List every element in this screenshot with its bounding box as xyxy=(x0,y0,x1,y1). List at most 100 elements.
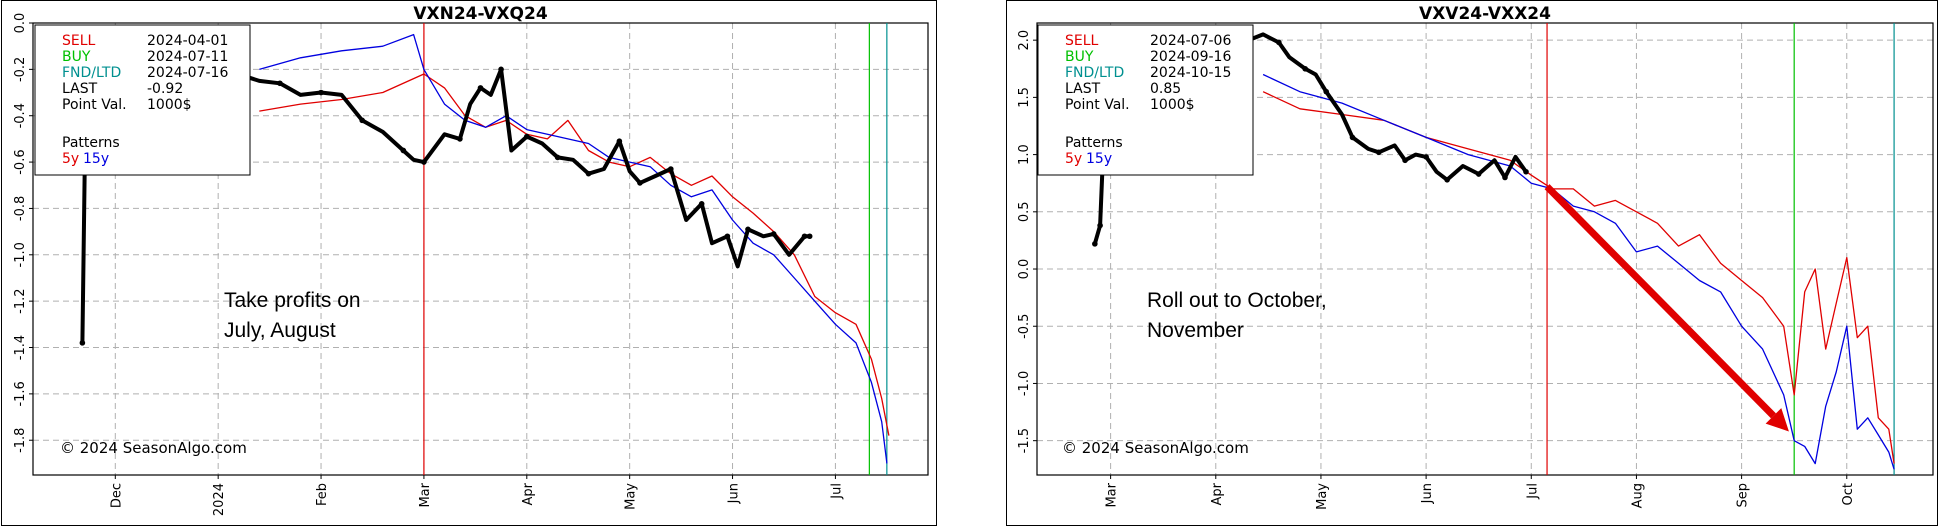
x-tick-label: Jul xyxy=(1525,483,1540,500)
y-tick-label: -1.2 xyxy=(13,288,28,313)
legend-box xyxy=(1037,24,1254,176)
y-tick-label: 0.0 xyxy=(13,13,28,34)
y-tick-label: -1.5 xyxy=(1017,428,1032,453)
x-tick-label: Mar xyxy=(1105,482,1120,507)
legend-patterns-label: Patterns xyxy=(1065,135,1123,151)
legend-label: SELL xyxy=(62,33,96,49)
series-point xyxy=(1092,241,1098,247)
series-point xyxy=(616,138,623,145)
legend-label: FND/LTD xyxy=(62,65,121,81)
series-point xyxy=(277,80,283,87)
x-tick-label: May xyxy=(624,483,639,510)
series-point xyxy=(1523,168,1529,175)
chart-svg: VXV24-VXX24 2.0 1.5 1.0 0.5 0.0 -0.5 -1.0 -1.5 Ma… xyxy=(1017,4,1934,510)
y-tick-label: -0.2 xyxy=(13,57,28,82)
annotation-text: November xyxy=(1147,319,1244,342)
y-tick-label: -0.4 xyxy=(13,103,28,128)
chart-title: VXN24-VXQ24 xyxy=(413,4,548,24)
series-point xyxy=(698,201,705,207)
annotation-text: Roll out to October, xyxy=(1147,289,1327,312)
y-tick-label: 1.0 xyxy=(1017,144,1032,165)
series-point xyxy=(1502,174,1508,181)
series-point xyxy=(1475,171,1482,177)
x-tick-label: Jul xyxy=(829,483,844,500)
y-tick-label: 2.0 xyxy=(1017,30,1032,51)
x-tick-label: Apr xyxy=(1210,482,1225,505)
series-point xyxy=(359,117,365,124)
legend-patterns-label: Patterns xyxy=(62,135,120,151)
series-line-15y xyxy=(1262,73,1895,470)
x-tick-label: 2024 xyxy=(212,483,227,516)
legend-value: 2024-07-11 xyxy=(147,49,228,65)
x-tick-label: Mar xyxy=(418,482,433,507)
legend-value: 0.85 xyxy=(1150,81,1181,97)
legend-value: 2024-07-06 xyxy=(1150,33,1231,49)
series-point xyxy=(1276,39,1282,46)
series-point xyxy=(724,233,731,240)
x-tick-label: Aug xyxy=(1630,483,1645,508)
chart-panel-left: VXN24-VXQ24 0.0 -0.2 -0.4 -0.6 -0.8 -1.0 -1.2 -1… xyxy=(1,0,937,526)
annotation-text: Take profits on xyxy=(224,289,361,312)
series-point xyxy=(770,231,777,237)
copyright-text: © 2024 SeasonAlgo.com xyxy=(1062,439,1249,457)
y-tick-label: -0.8 xyxy=(13,196,28,221)
legend-label: LAST xyxy=(1065,81,1101,97)
series-line-15y xyxy=(259,33,888,464)
legend-label: LAST xyxy=(62,81,98,97)
legend-label: FND/LTD xyxy=(1065,65,1124,81)
y-tick-label: 0.0 xyxy=(1017,259,1032,280)
series-point xyxy=(554,154,561,161)
series-point xyxy=(318,89,324,96)
legend-value: 1000$ xyxy=(1150,97,1195,113)
series-point xyxy=(637,180,643,186)
chart-panel-right: VXV24-VXX24 2.0 1.5 1.0 0.5 0.0 -0.5 -1.0 -1.5 Ma… xyxy=(1006,0,1938,526)
y-tick-label: -0.5 xyxy=(1017,314,1032,339)
y-tick-label: -0.6 xyxy=(13,149,28,174)
legend-value: 1000$ xyxy=(147,97,192,113)
annotation-text: July, August xyxy=(224,319,336,342)
series-point xyxy=(421,159,427,165)
series-point xyxy=(498,66,504,73)
series-point xyxy=(1444,176,1450,183)
series-point xyxy=(801,233,808,240)
chart-svg: VXN24-VXQ24 0.0 -0.2 -0.4 -0.6 -0.8 -1.0 -1.2 -1… xyxy=(13,4,929,516)
legend-box xyxy=(34,24,251,176)
series-point xyxy=(1349,134,1356,141)
copyright-text: © 2024 SeasonAlgo.com xyxy=(60,439,247,457)
legend-pattern-15y: 15y xyxy=(83,151,109,167)
series-point xyxy=(79,340,86,346)
legend-value: 2024-04-01 xyxy=(147,33,228,49)
series-point xyxy=(457,136,463,142)
legend-label: Point Val. xyxy=(62,97,127,113)
series-point xyxy=(477,85,484,91)
x-tick-label: May xyxy=(1315,483,1330,510)
legend-label: BUY xyxy=(62,49,91,65)
plot-frame xyxy=(32,22,929,476)
series-point xyxy=(1423,154,1429,160)
series-point xyxy=(1375,149,1382,156)
x-tick-label: Feb xyxy=(315,483,330,506)
plot-frame xyxy=(1036,22,1934,476)
legend-value: 2024-09-16 xyxy=(1150,49,1231,65)
series-point xyxy=(585,170,592,177)
y-tick-label: 1.5 xyxy=(1017,87,1032,108)
legend-label: Point Val. xyxy=(1065,97,1130,113)
x-tick-label: Jun xyxy=(727,483,742,504)
series-point xyxy=(523,133,530,140)
trend-arrow-shaft xyxy=(1544,184,1776,419)
series-point xyxy=(1402,157,1408,164)
legend-value: 2024-07-16 xyxy=(147,65,228,81)
x-tick-label: Jun xyxy=(1420,483,1435,504)
y-tick-label: -1.0 xyxy=(1017,371,1032,396)
series-point xyxy=(400,147,407,154)
chart-title: VXV24-VXX24 xyxy=(1419,4,1551,24)
y-tick-label: -1.6 xyxy=(13,381,28,406)
legend-pattern-5y: 5y xyxy=(1065,151,1082,167)
series-point xyxy=(668,166,674,172)
y-tick-label: -1.8 xyxy=(13,428,28,453)
legend-label: BUY xyxy=(1065,49,1094,65)
series-point xyxy=(745,226,751,233)
legend-value: -0.92 xyxy=(147,81,183,97)
y-tick-label: 0.5 xyxy=(1017,201,1032,222)
legend-label: SELL xyxy=(1065,33,1099,49)
